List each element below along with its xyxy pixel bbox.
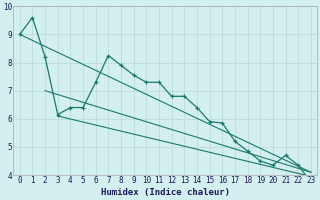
X-axis label: Humidex (Indice chaleur): Humidex (Indice chaleur) (101, 188, 230, 197)
